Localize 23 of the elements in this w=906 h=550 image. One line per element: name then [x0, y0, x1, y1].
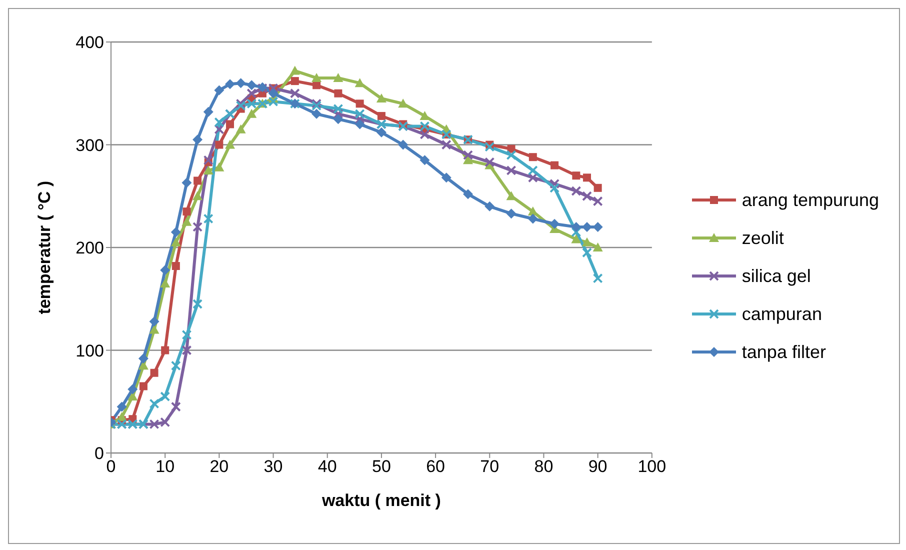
y-tick-label: 100	[76, 341, 104, 360]
x-tick-label: 70	[480, 457, 500, 476]
x-axis-title: waktu ( menit )	[320, 491, 441, 510]
legend-label: campuran	[742, 304, 822, 324]
y-tick-label: 300	[76, 136, 104, 155]
x-tick-label: 30	[264, 457, 283, 476]
y-axis-title: temperatur ( °C )	[35, 180, 54, 314]
legend-label: arang tempurung	[742, 190, 879, 210]
legend-label: tanpa filter	[742, 342, 826, 362]
y-tick-label: 400	[76, 33, 104, 52]
y-tick-label: 0	[94, 444, 104, 464]
legend-label: zeolit	[742, 228, 784, 248]
x-tick-label: 40	[318, 457, 337, 476]
x-tick-label: 20	[210, 457, 229, 476]
legend-label: silica gel	[742, 266, 811, 286]
x-tick-label: 90	[588, 457, 608, 476]
x-tick-label: 60	[426, 457, 446, 476]
y-tick-label: 200	[76, 238, 104, 258]
x-tick-label: 50	[372, 457, 391, 476]
x-tick-label: 0	[106, 457, 116, 476]
x-tick-label: 80	[534, 457, 554, 476]
x-tick-label: 10	[156, 457, 175, 476]
x-tick-label: 100	[638, 457, 666, 476]
